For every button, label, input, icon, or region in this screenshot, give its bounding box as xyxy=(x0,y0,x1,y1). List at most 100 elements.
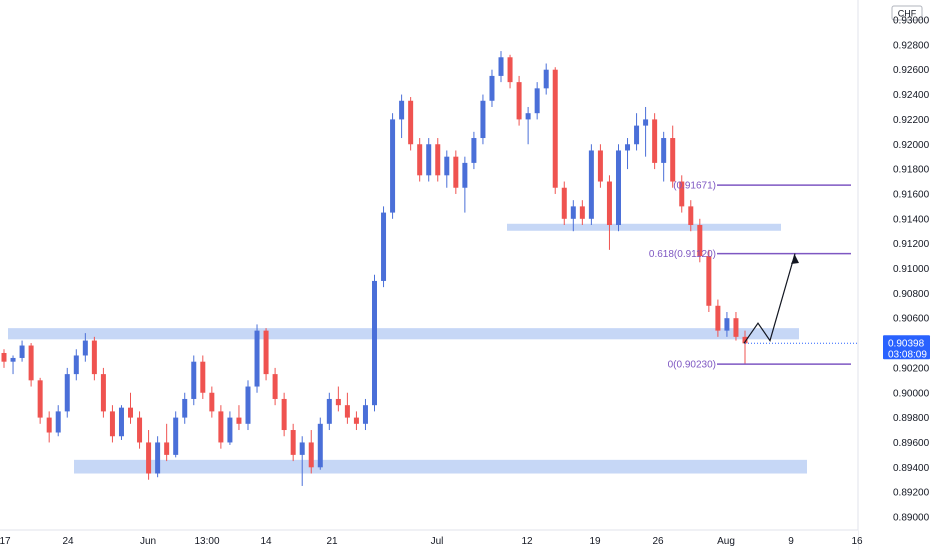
candle-body xyxy=(218,411,224,443)
candle-body xyxy=(625,144,631,151)
candle-body xyxy=(1,352,7,362)
candle-body xyxy=(399,100,405,120)
candle-body xyxy=(444,156,450,176)
candle-body xyxy=(146,442,152,474)
candle-body xyxy=(408,100,414,145)
y-tick-label: 0.92200 xyxy=(893,115,930,126)
candle-body xyxy=(507,57,513,83)
candle-body xyxy=(525,113,531,120)
y-tick-label: 0.91000 xyxy=(893,264,930,275)
candle-body xyxy=(606,181,612,226)
candle-body xyxy=(164,442,170,455)
x-tick-labels: 17 24 Jun 13:00 14 21 Jul 12 19 26 Aug 9 16 xyxy=(0,536,863,547)
candle-body xyxy=(155,442,161,474)
candle-body xyxy=(552,69,558,188)
candle-body xyxy=(652,119,658,163)
candle-body xyxy=(128,407,134,418)
y-tick-label: 0.89000 xyxy=(893,513,930,524)
candle-body xyxy=(733,318,739,337)
y-tick-label: 0.91400 xyxy=(893,214,930,225)
y-tick-label: 0.92000 xyxy=(893,140,930,151)
candle-body xyxy=(715,305,721,331)
y-tick-label: 0.89400 xyxy=(893,463,930,474)
candle-body xyxy=(489,75,495,101)
projection-path[interactable] xyxy=(743,253,799,344)
support-zone-lower xyxy=(74,459,807,474)
candle-body xyxy=(290,430,296,455)
x-tick-label: Aug xyxy=(717,536,735,547)
candle-body xyxy=(462,162,468,188)
candle-body xyxy=(353,417,359,424)
fib-label: 0(0.90230) xyxy=(668,360,716,371)
candle-body xyxy=(227,417,233,443)
candle-body xyxy=(471,138,477,163)
price-axis[interactable]: CHF xyxy=(857,0,932,550)
y-tick-label: 0.90800 xyxy=(893,289,930,300)
candle-body xyxy=(372,280,377,406)
time-axis[interactable] xyxy=(0,529,858,550)
currency-label: CHF xyxy=(898,9,917,19)
candle-body xyxy=(381,212,387,281)
candle-body xyxy=(73,355,79,375)
y-tick-label: 0.91800 xyxy=(893,165,930,176)
fib-label: 0.618(0.91120) xyxy=(649,249,716,260)
candle-body xyxy=(82,340,88,356)
candle-body xyxy=(109,411,115,437)
x-tick-label: 9 xyxy=(788,536,794,547)
candle-body xyxy=(10,357,16,362)
candle-body xyxy=(173,417,179,455)
y-tick-label: 0.93000 xyxy=(893,16,930,27)
candle-body xyxy=(272,374,278,399)
candle-body xyxy=(362,405,368,424)
candle-body xyxy=(37,380,43,418)
fib-label: (0.91671) xyxy=(673,181,716,192)
candle-body xyxy=(435,144,441,176)
y-tick-label: 0.92600 xyxy=(893,65,930,76)
candle-body xyxy=(588,150,594,219)
y-tick-label: 0.92800 xyxy=(893,40,930,51)
candle-body xyxy=(200,361,206,393)
projection-line xyxy=(743,253,796,344)
x-tick-label: 13:00 xyxy=(194,536,219,547)
candle-body xyxy=(570,206,576,219)
candle-body xyxy=(534,88,540,114)
y-tick-label: 0.89800 xyxy=(893,413,930,424)
x-tick-label: Jun xyxy=(140,536,156,547)
projection-arrowhead xyxy=(791,255,799,264)
candle-body xyxy=(724,318,730,331)
candle-body xyxy=(335,398,341,406)
candle-body xyxy=(615,150,621,226)
candle-body xyxy=(191,361,197,399)
x-tick-label: 21 xyxy=(326,536,338,547)
current-price-value: 0.90398 xyxy=(888,338,925,349)
x-tick-label: 16 xyxy=(851,536,863,547)
candle-body xyxy=(643,119,649,126)
candle-body xyxy=(64,374,70,412)
x-tick-label: 24 xyxy=(62,536,74,547)
candle-body xyxy=(597,150,603,182)
y-tick-label: 0.92400 xyxy=(893,90,930,101)
candle-body xyxy=(118,407,124,437)
x-tick-label: 26 xyxy=(652,536,664,547)
candle-body xyxy=(236,417,242,424)
candle-body xyxy=(245,386,251,424)
candle-body xyxy=(281,398,287,431)
candle-body xyxy=(417,144,423,176)
candle-body xyxy=(308,442,314,468)
candle-body xyxy=(28,345,34,381)
y-tick-label: 0.90200 xyxy=(893,363,930,374)
resistance-zone xyxy=(8,328,799,340)
candle-body xyxy=(742,336,748,344)
candle-body xyxy=(426,144,432,176)
candle-body xyxy=(91,340,97,375)
x-tick-label: 12 xyxy=(521,536,533,547)
support-zone-july xyxy=(507,223,781,231)
candle-body xyxy=(209,392,215,412)
fib-retracement[interactable]: (0.91671) 0.618(0.91120) 0(0.90230) xyxy=(649,181,851,371)
x-tick-label: 17 xyxy=(0,536,11,547)
x-tick-label: 14 xyxy=(260,536,272,547)
candle-body xyxy=(299,442,305,455)
y-tick-labels: 0.93000 0.92800 0.92600 0.92400 0.92200 0.920… xyxy=(893,16,930,524)
